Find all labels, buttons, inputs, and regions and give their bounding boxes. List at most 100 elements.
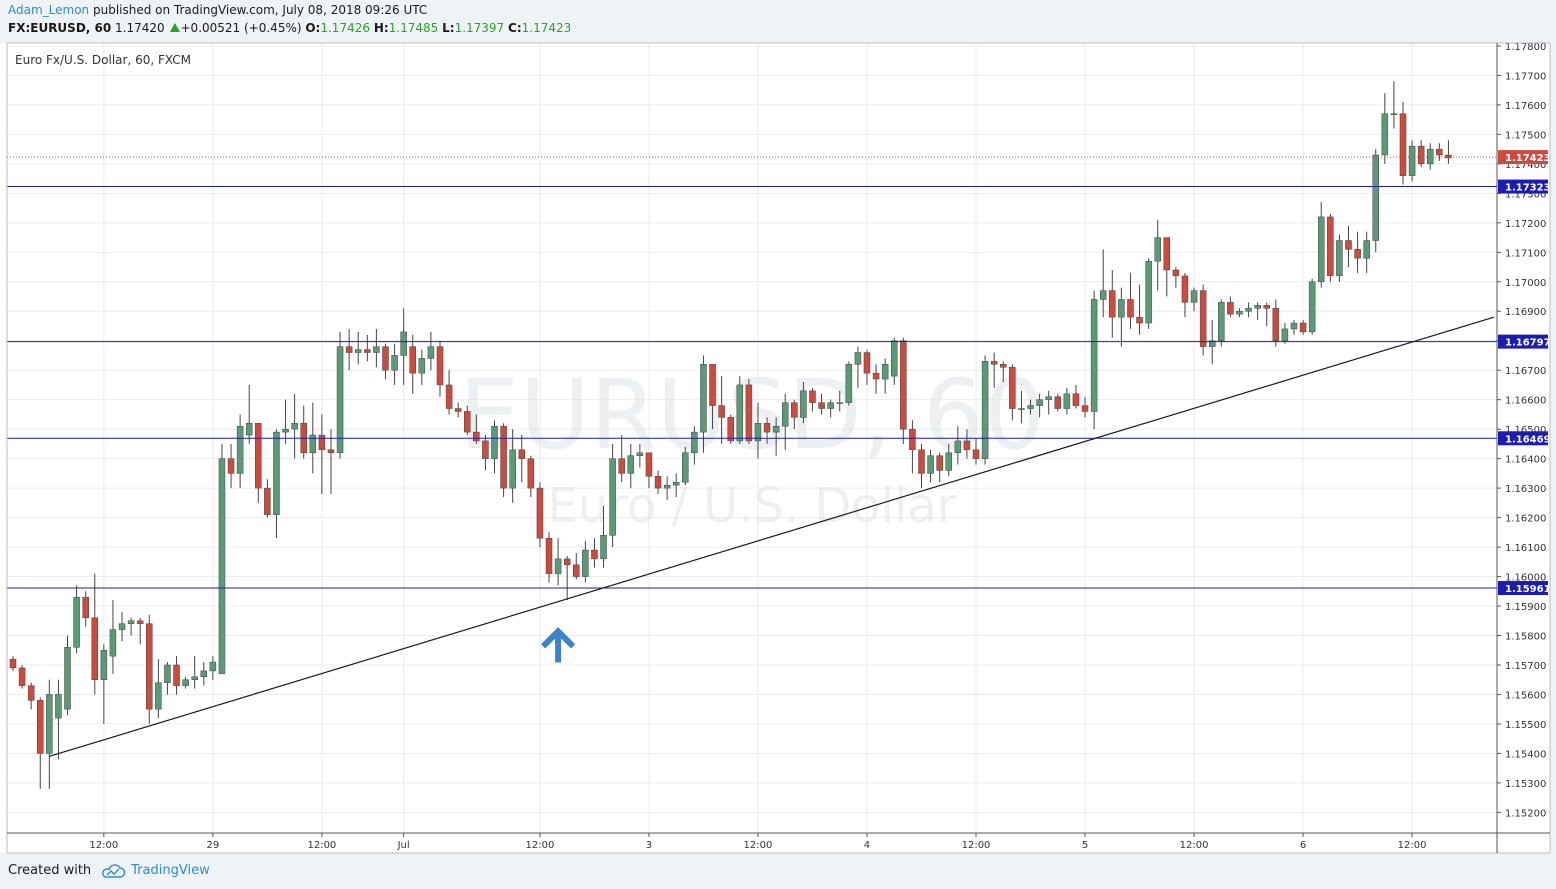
candle-body — [236, 425, 244, 474]
tradingview-link[interactable]: TradingView — [131, 863, 210, 878]
candle-down — [872, 364, 880, 394]
candle-up — [1317, 202, 1325, 288]
candle-body — [64, 647, 71, 710]
candle-body — [382, 346, 389, 371]
level-price-label: 1.16797 — [1505, 338, 1551, 349]
candle-down — [1181, 272, 1189, 318]
candle-up — [336, 331, 344, 459]
candle-down — [818, 393, 825, 415]
candle-body — [400, 331, 407, 356]
y-tick-label: 1.16200 — [1505, 514, 1546, 525]
x-tick-label: 12:00 — [89, 840, 118, 851]
candle-body — [173, 664, 180, 686]
candle-body — [881, 364, 889, 380]
candle-up — [291, 393, 298, 459]
candle-down — [1227, 296, 1234, 318]
candle-body — [563, 558, 571, 566]
footer: Created with TradingView — [8, 863, 210, 878]
candle-down — [763, 417, 771, 444]
candle-down — [563, 555, 571, 601]
candle-body — [209, 661, 217, 672]
candle-up — [236, 414, 244, 489]
candle-body — [1009, 367, 1016, 409]
level-price-badge — [1498, 581, 1548, 596]
candle-body — [663, 484, 671, 489]
level-price-badge — [1498, 179, 1548, 194]
candle-up — [672, 473, 680, 497]
y-tick-label: 1.15600 — [1505, 690, 1546, 701]
candle-body — [1408, 145, 1416, 176]
candle-body — [900, 340, 907, 430]
candle-body — [627, 455, 635, 474]
candle-body — [845, 364, 853, 403]
candle-up — [736, 376, 744, 444]
candle-body — [1199, 290, 1207, 347]
candle-up — [827, 399, 834, 418]
candle-down — [18, 664, 26, 689]
y-tick-label: 1.17500 — [1505, 130, 1546, 141]
candle-down — [990, 352, 998, 388]
candle-down — [900, 337, 907, 444]
author-link[interactable]: Adam_Lemon — [8, 3, 90, 17]
x-tick-label: 12:00 — [1180, 840, 1209, 851]
candle-body — [990, 361, 998, 365]
candle-up — [191, 656, 198, 689]
candle-body — [336, 346, 344, 453]
candle-body — [182, 679, 189, 686]
candle-body — [809, 390, 816, 403]
candle-body — [1336, 240, 1343, 277]
candle-body — [1417, 145, 1425, 165]
candle-body — [227, 458, 235, 474]
candle-body — [1345, 240, 1352, 250]
candle-body — [1363, 240, 1370, 259]
candle-down — [146, 614, 153, 724]
candle-body — [727, 417, 734, 442]
candle-up — [373, 328, 380, 368]
candle-down — [27, 682, 35, 710]
candle-body — [1290, 322, 1298, 330]
candle-body — [1118, 299, 1125, 318]
candle-body — [500, 425, 507, 489]
candle-body — [672, 481, 680, 486]
candle-up — [927, 449, 934, 483]
candle-body — [1254, 305, 1261, 309]
candle-body — [536, 487, 544, 539]
candle-body — [909, 428, 916, 451]
candle-body — [418, 358, 426, 374]
candle-body — [109, 629, 117, 657]
candle-body — [264, 487, 271, 515]
y-tick-label: 1.17600 — [1505, 101, 1546, 112]
candle-down — [527, 455, 535, 497]
candle-body — [927, 455, 934, 474]
candle-body — [954, 440, 962, 453]
candle-body — [364, 349, 371, 353]
candle-body — [464, 411, 471, 433]
candle-up — [354, 331, 362, 365]
candle-up — [1099, 249, 1107, 318]
candle-down — [1054, 393, 1062, 412]
candle-body — [1308, 281, 1316, 333]
candle-up — [164, 662, 171, 695]
candle-down — [364, 334, 371, 362]
candle-body — [863, 352, 871, 374]
candle-down — [963, 429, 971, 459]
candle-body — [700, 364, 707, 433]
candle-body — [191, 676, 198, 680]
y-tick-label: 1.16100 — [1505, 543, 1546, 554]
candle-body — [781, 402, 789, 427]
candle-up — [209, 656, 217, 680]
candle-up — [200, 662, 208, 686]
candle-down — [445, 370, 453, 415]
candle-up — [636, 443, 644, 468]
candle-body — [1281, 328, 1289, 341]
candle-body — [1063, 393, 1071, 409]
candle-body — [972, 449, 980, 459]
candle-down — [936, 452, 943, 483]
candle-up — [109, 600, 117, 674]
y-tick-label: 1.15500 — [1505, 720, 1546, 731]
candle-body — [918, 449, 925, 474]
candle-body — [255, 423, 262, 489]
candle-down — [1436, 143, 1443, 161]
candle-up — [182, 676, 189, 689]
